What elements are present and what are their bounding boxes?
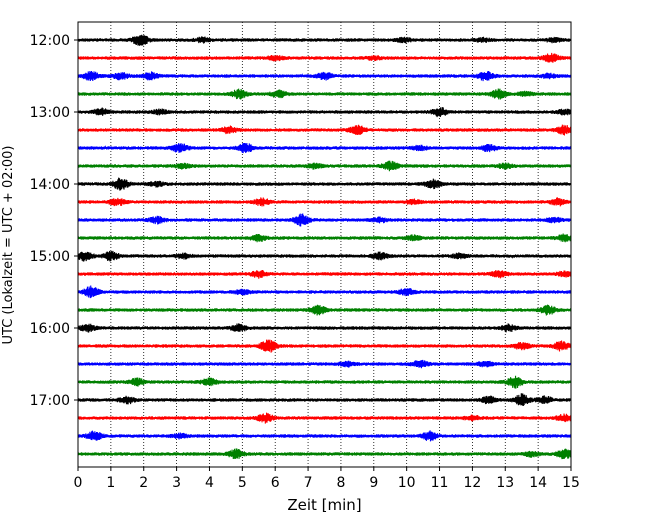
x-tick-label: 2	[139, 475, 148, 491]
x-tick-label: 13	[496, 475, 514, 491]
trace-15-30	[77, 285, 572, 299]
trace-12-30	[77, 70, 572, 82]
trace-14-00	[77, 177, 572, 191]
x-tick-label: 15	[562, 475, 580, 491]
trace-13-15	[77, 124, 572, 136]
trace-12-45	[77, 88, 572, 100]
x-tick-label: 3	[172, 475, 181, 491]
trace-16-00	[77, 323, 572, 333]
trace-14-15	[77, 197, 572, 207]
trace-14-45	[77, 233, 572, 243]
trace-17-30	[77, 430, 572, 442]
trace-12-00	[77, 34, 572, 46]
y-tick-label: 16:00	[30, 321, 70, 337]
trace-15-15	[77, 270, 572, 279]
x-tick-label: 8	[336, 475, 345, 491]
y-tick-label: 14:00	[30, 177, 70, 193]
x-tick-label: 1	[106, 475, 115, 491]
x-tick-label: 4	[205, 475, 214, 491]
y-tick-label: 17:00	[30, 393, 70, 409]
y-tick-label: 13:00	[30, 105, 70, 121]
trace-16-15	[77, 339, 572, 353]
x-tick-label: 10	[398, 475, 416, 491]
trace-15-45	[77, 304, 572, 316]
trace-14-30	[77, 213, 572, 227]
x-tick-label: 12	[463, 475, 481, 491]
trace-15-00	[77, 250, 572, 262]
x-tick-label: 6	[271, 475, 280, 491]
trace-17-15	[77, 412, 572, 424]
y-tick-label: 15:00	[30, 249, 70, 265]
x-tick-label: 5	[238, 475, 247, 491]
trace-13-45	[77, 160, 572, 172]
trace-16-30	[77, 359, 572, 369]
trace-17-00	[77, 393, 572, 406]
trace-layer	[77, 34, 572, 460]
x-axis: 0 1 2 3 4 5 6 7 8 9 10 11 12 13 14 15	[74, 467, 580, 491]
trace-13-30	[77, 142, 572, 154]
plot-frame	[77, 21, 572, 468]
trace-12-15	[77, 52, 572, 63]
x-tick-label: 7	[304, 475, 313, 491]
y-axis-label: UTC (Lokalzeit = UTC + 02:00)	[1, 146, 16, 345]
x-tick-label: 0	[74, 475, 83, 491]
x-tick-label: 9	[369, 475, 378, 491]
x-tick-label: 14	[529, 475, 547, 491]
grid-layer	[110, 22, 539, 467]
trace-13-00	[77, 107, 572, 118]
y-tick-label: 12:00	[30, 33, 70, 49]
trace-16-45	[77, 375, 572, 389]
trace-17-45	[77, 448, 572, 460]
y-axis: 12:00 13:00 14:00 15:00 16:00 17:00	[30, 33, 78, 409]
x-axis-label: Zeit [min]	[287, 496, 361, 514]
x-tick-label: 11	[431, 475, 449, 491]
